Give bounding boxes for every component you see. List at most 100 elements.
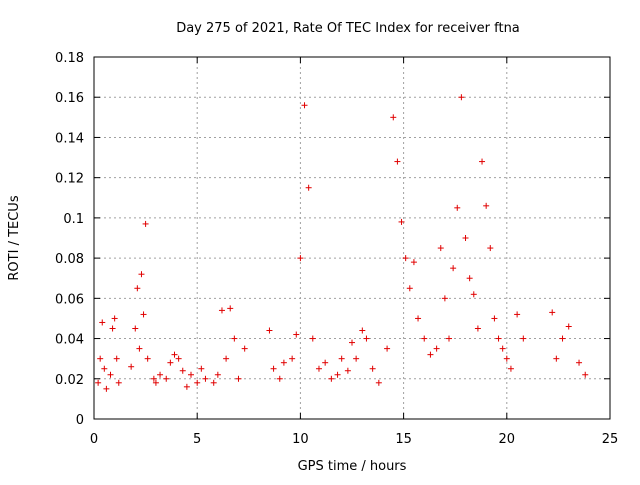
- data-point: [235, 375, 242, 382]
- data-point: [231, 335, 238, 342]
- y-tick-label: 0.1: [63, 212, 84, 227]
- data-point: [270, 365, 277, 372]
- data-point: [576, 359, 583, 366]
- data-point: [210, 379, 217, 386]
- data-point: [103, 385, 110, 392]
- data-point: [491, 315, 498, 322]
- data-point: [450, 265, 457, 272]
- data-point: [150, 375, 157, 382]
- data-point: [95, 379, 102, 386]
- data-point: [384, 345, 391, 352]
- data-point: [503, 355, 510, 362]
- data-point: [470, 291, 477, 298]
- data-point: [454, 204, 461, 211]
- data-point: [398, 218, 405, 225]
- data-point: [334, 371, 341, 378]
- data-point: [363, 335, 370, 342]
- data-point: [134, 285, 141, 292]
- grid-lines: [94, 57, 610, 419]
- data-point: [338, 355, 345, 362]
- data-point: [394, 158, 401, 165]
- data-point: [144, 355, 151, 362]
- data-point: [507, 365, 514, 372]
- data-point: [280, 359, 287, 366]
- data-point: [349, 339, 355, 346]
- data-point: [446, 335, 453, 342]
- y-tick-label: 0.04: [55, 333, 84, 348]
- y-tick-label: 0.18: [55, 51, 84, 66]
- y-tick-label: 0.16: [55, 91, 84, 106]
- y-tick-label: 0.12: [55, 172, 84, 187]
- data-point: [458, 94, 465, 101]
- y-tick-label: 0.06: [55, 292, 84, 307]
- data-point: [375, 379, 382, 386]
- data-point: [289, 355, 296, 362]
- data-point: [152, 379, 159, 386]
- data-point: [276, 375, 283, 382]
- data-point: [421, 335, 428, 342]
- data-points: [95, 94, 589, 392]
- data-point: [514, 311, 521, 318]
- data-point: [322, 359, 329, 366]
- data-point: [128, 363, 135, 370]
- data-point: [198, 365, 205, 372]
- data-point: [369, 365, 376, 372]
- data-point: [305, 184, 312, 191]
- data-point: [520, 335, 527, 342]
- data-point: [437, 245, 444, 252]
- data-point: [427, 351, 434, 358]
- data-point: [328, 375, 335, 382]
- data-point: [266, 327, 273, 334]
- data-point: [483, 202, 490, 209]
- data-point: [214, 371, 221, 378]
- y-tick-label: 0.14: [55, 131, 84, 146]
- data-point: [101, 365, 108, 372]
- data-point: [301, 102, 308, 109]
- data-point: [315, 365, 322, 372]
- data-point: [97, 355, 104, 362]
- data-point: [402, 255, 409, 262]
- x-tick-label: 15: [395, 432, 412, 447]
- data-point: [353, 355, 360, 362]
- data-point: [157, 371, 164, 378]
- data-point: [487, 245, 494, 252]
- data-point: [171, 351, 178, 358]
- data-point: [466, 275, 473, 282]
- data-point: [107, 371, 114, 378]
- data-point: [415, 315, 422, 322]
- data-point: [559, 335, 566, 342]
- x-axis-label: GPS time / hours: [298, 459, 407, 474]
- y-axis-label: ROTI / TECUs: [7, 195, 22, 280]
- x-tick-label: 25: [602, 432, 619, 447]
- data-point: [138, 271, 145, 278]
- x-tick-labels: 0 5 10 15 20 25: [90, 432, 618, 447]
- data-point: [474, 325, 481, 332]
- data-point: [499, 345, 506, 352]
- data-point: [142, 220, 149, 227]
- data-point: [179, 367, 186, 374]
- data-point: [344, 367, 351, 374]
- data-point: [223, 355, 230, 362]
- data-point: [479, 158, 486, 165]
- data-point: [183, 383, 190, 390]
- data-point: [293, 331, 300, 338]
- data-point: [495, 335, 502, 342]
- data-point: [441, 295, 448, 302]
- x-tick-label: 0: [90, 432, 98, 447]
- y-tick-label: 0: [76, 413, 84, 428]
- data-point: [132, 325, 139, 332]
- data-point: [462, 235, 469, 241]
- axis-ticks: [93, 56, 611, 420]
- data-point: [218, 307, 225, 314]
- x-tick-label: 5: [193, 432, 201, 447]
- chart-title: Day 275 of 2021, Rate Of TEC Index for r…: [176, 21, 520, 36]
- data-point: [136, 345, 143, 352]
- data-point: [410, 259, 417, 266]
- data-point: [227, 305, 234, 312]
- data-point: [167, 359, 174, 366]
- data-point: [109, 325, 116, 332]
- y-tick-label: 0.02: [55, 373, 84, 388]
- data-point: [175, 355, 182, 362]
